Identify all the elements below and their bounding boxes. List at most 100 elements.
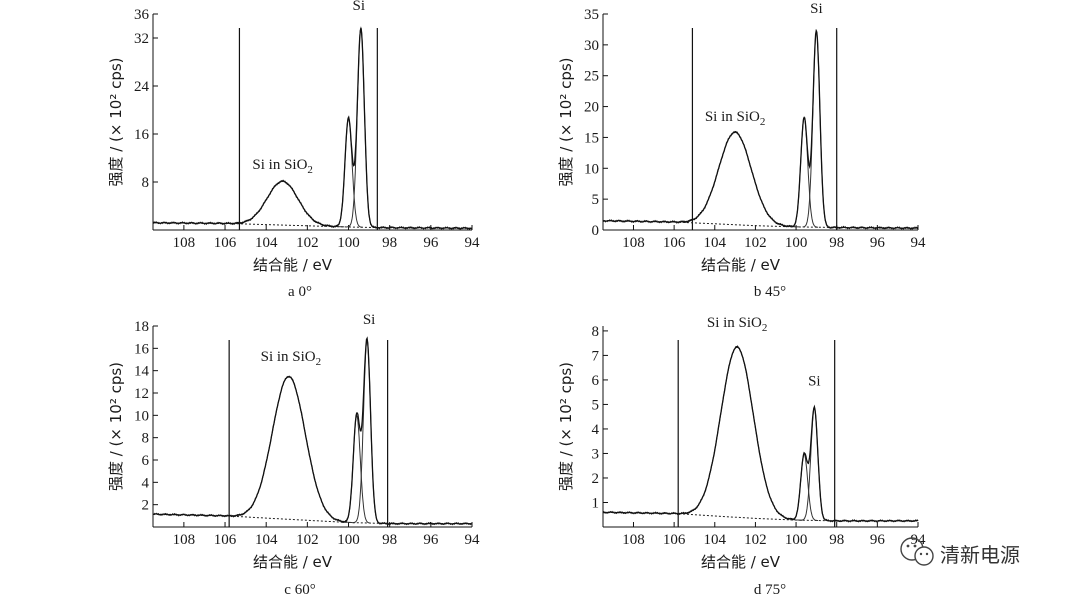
fit-component-peak [346,26,375,228]
x-tick-label: 98 [382,235,397,251]
peak-annotation: Si [363,312,376,328]
peak-annotation: Si in SiO2 [261,349,322,368]
y-tick-label: 8 [142,175,150,191]
fit-component-peak [342,414,371,524]
x-tick-label: 100 [337,235,360,251]
y-axis-title: 强度 / (× 10² cps) [107,362,125,491]
y-tick-label: 15 [584,130,599,146]
fit-component-peak [222,375,355,524]
x-tick-label: 108 [173,235,196,251]
y-tick-label: 10 [584,161,599,177]
y-tick-label: 12 [134,386,149,402]
y-tick-label: 14 [134,364,150,380]
spectrum-line [602,28,919,230]
x-tick-label: 96 [870,532,886,548]
y-axis-title: 强度 / (× 10² cps) [557,57,575,186]
y-tick-label: 35 [584,7,599,23]
x-tick-label: 106 [214,532,237,548]
x-tick-label: 102 [296,532,319,548]
x-tick-label: 104 [255,532,278,548]
x-tick-label: 108 [622,532,645,548]
fit-component-peak [802,29,831,228]
y-tick-label: 1 [592,495,600,511]
x-axis-title: 结合能 / eV [701,553,781,571]
x-tick-label: 104 [704,532,727,548]
spectrum-line [602,345,919,523]
x-tick-label: 102 [744,532,767,548]
fit-component-peak [790,116,818,228]
y-tick-label: 30 [584,38,599,54]
x-axis-title: 结合能 / eV [253,256,333,274]
x-tick-label: 100 [785,235,808,251]
y-tick-label: 7 [592,348,600,364]
y-tick-label: 20 [584,100,599,116]
x-tick-label: 104 [255,235,278,251]
y-tick-label: 4 [142,475,150,491]
y-tick-label: 8 [592,324,600,340]
panel-caption: b 45° [754,284,786,300]
x-tick-label: 106 [663,235,686,251]
panel-b-chart: 108 106 104 102 100 98 96 94 0 5 10 15 20 25 30 35 结合能 /… [557,1,926,300]
y-tick-label: 16 [134,341,150,357]
panel-caption: d 75° [754,582,786,598]
fit-component-peak [353,338,382,524]
y-tick-label: 0 [592,223,600,239]
y-tick-label: 18 [134,319,149,335]
x-tick-label: 106 [214,235,237,251]
x-tick-label: 102 [296,235,319,251]
x-axis-title: 结合能 / eV [701,256,781,274]
x-tick-label: 96 [423,532,439,548]
fit-component-peak [800,406,829,522]
peak-annotation: Si in SiO2 [707,315,768,334]
y-tick-label: 4 [592,422,600,438]
background-line [152,513,472,525]
spectrum-line [152,27,473,230]
fit-component-peak [790,453,818,521]
y-tick-label: 3 [592,446,600,462]
peak-annotation: Si in SiO2 [705,109,766,128]
wechat-icon [900,537,934,566]
y-tick-label: 10 [134,408,149,424]
y-tick-label: 32 [134,31,149,47]
peak-annotation: Si in SiO2 [252,157,313,176]
y-axis-title: 强度 / (× 10² cps) [107,57,125,186]
x-tick-label: 98 [829,532,844,548]
x-tick-label: 94 [465,235,481,251]
y-axis-title: 强度 / (× 10² cps) [557,362,575,491]
x-tick-label: 94 [465,532,481,548]
panel-caption: a 0° [288,284,312,300]
x-tick-label: 108 [173,532,196,548]
x-tick-label: 94 [911,235,927,251]
x-tick-label: 98 [829,235,844,251]
y-tick-label: 5 [592,192,600,208]
x-axis-title: 结合能 / eV [253,553,333,571]
panel-caption: c 60° [284,582,315,598]
x-tick-label: 98 [382,532,397,548]
y-tick-label: 6 [142,453,150,469]
x-tick-label: 96 [423,235,439,251]
spectrum-line [152,336,473,526]
x-tick-label: 100 [785,532,808,548]
y-tick-label: 5 [592,397,600,413]
watermark: 清新电源 [900,537,1020,567]
x-tick-label: 104 [704,235,727,251]
y-tick-label: 25 [584,69,599,85]
watermark-text: 清新电源 [940,543,1020,567]
y-tick-label: 8 [142,431,150,447]
x-tick-label: 96 [870,235,886,251]
y-tick-label: 36 [134,7,150,23]
peak-annotation: Si [810,1,823,17]
y-tick-label: 2 [142,498,150,514]
y-tick-label: 24 [134,79,150,95]
fit-component-peak [670,131,801,228]
y-tick-label: 16 [134,127,150,143]
x-tick-label: 100 [337,532,360,548]
peak-annotation: Si [353,0,366,14]
y-tick-label: 6 [592,373,600,389]
peak-annotation: Si [808,374,821,390]
fit-component-peak [334,116,363,228]
x-tick-label: 108 [622,235,645,251]
y-tick-label: 2 [592,471,600,487]
